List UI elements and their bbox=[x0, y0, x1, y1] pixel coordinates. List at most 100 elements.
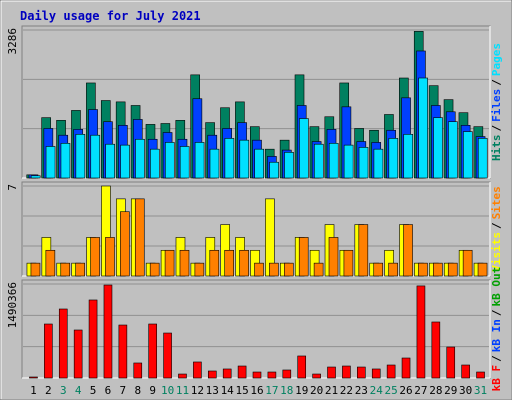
bar bbox=[327, 366, 336, 379]
bar bbox=[194, 262, 205, 277]
bar bbox=[433, 262, 443, 277]
legend-entry: Pages bbox=[490, 43, 503, 76]
bar bbox=[133, 362, 143, 379]
bar bbox=[75, 134, 86, 179]
bar bbox=[120, 211, 130, 277]
x-tick-label: 23 bbox=[355, 384, 368, 397]
bar bbox=[462, 249, 473, 277]
legend-entry: kB Out bbox=[490, 267, 503, 307]
legend-entry: kB In bbox=[490, 319, 503, 352]
bar bbox=[209, 249, 220, 277]
x-tick-label: 26 bbox=[399, 384, 412, 397]
x-tick-label: 27 bbox=[414, 384, 427, 397]
x-tick-label: 24 bbox=[370, 384, 384, 397]
x-tick-label: 18 bbox=[280, 384, 293, 397]
bar bbox=[252, 371, 262, 379]
legend-separator: / bbox=[490, 222, 503, 229]
bar bbox=[371, 368, 381, 379]
bar bbox=[29, 376, 38, 379]
legend-entry: Sites bbox=[490, 186, 503, 219]
bar bbox=[120, 144, 130, 179]
x-tick-label: 9 bbox=[149, 384, 156, 397]
bar bbox=[193, 361, 202, 379]
bar bbox=[60, 143, 71, 179]
bar bbox=[134, 198, 145, 277]
x-tick-label: 16 bbox=[250, 384, 263, 397]
x-tick-label: 3 bbox=[60, 384, 67, 397]
bar bbox=[90, 134, 101, 179]
bar bbox=[401, 357, 411, 379]
bar bbox=[343, 144, 354, 179]
bar bbox=[178, 373, 187, 379]
x-tick-label: 14 bbox=[221, 384, 235, 397]
x-tick-label: 6 bbox=[105, 384, 112, 397]
bar bbox=[90, 237, 100, 277]
bar bbox=[269, 161, 279, 179]
x-tick-label: 31 bbox=[474, 384, 487, 397]
bar bbox=[416, 285, 426, 379]
bar bbox=[403, 224, 413, 277]
legend-entry: Visits bbox=[490, 232, 503, 272]
bar bbox=[284, 152, 294, 179]
bar bbox=[163, 332, 172, 379]
bar bbox=[60, 262, 71, 277]
x-tick-label: 20 bbox=[310, 384, 323, 397]
bar bbox=[254, 148, 264, 179]
bar bbox=[431, 321, 441, 379]
bar bbox=[328, 237, 339, 277]
bar bbox=[461, 364, 470, 379]
bar bbox=[103, 284, 113, 379]
x-tick-label: 1 bbox=[30, 384, 37, 397]
x-tick-label: 21 bbox=[325, 384, 338, 397]
bar bbox=[418, 262, 428, 277]
x-tick-label: 4 bbox=[75, 384, 82, 397]
legend-separator: / bbox=[490, 79, 503, 86]
bar bbox=[45, 146, 56, 179]
bar bbox=[148, 323, 157, 379]
bar bbox=[150, 148, 160, 179]
x-tick-label: 8 bbox=[134, 384, 141, 397]
bar bbox=[179, 249, 190, 277]
x-tick-label: 25 bbox=[385, 384, 398, 397]
bar bbox=[358, 147, 369, 179]
bar bbox=[328, 143, 339, 179]
legend-entry: Files bbox=[490, 89, 503, 122]
bar bbox=[149, 262, 160, 277]
bar bbox=[269, 262, 279, 277]
bar bbox=[312, 373, 321, 379]
bar bbox=[135, 138, 145, 179]
bar bbox=[388, 138, 399, 179]
bar bbox=[298, 237, 309, 277]
x-tick-label: 29 bbox=[444, 384, 457, 397]
bar bbox=[44, 323, 53, 379]
x-tick-label: 13 bbox=[206, 384, 219, 397]
bar bbox=[297, 355, 307, 379]
bar bbox=[299, 118, 309, 179]
bar bbox=[477, 262, 488, 277]
legend: Hits / Files / Pages bbox=[490, 43, 503, 161]
bar bbox=[164, 142, 175, 179]
bar bbox=[476, 371, 485, 379]
x-tick-label: 15 bbox=[235, 384, 248, 397]
bar bbox=[373, 262, 384, 277]
x-tick-label: 28 bbox=[429, 384, 442, 397]
x-tick-label: 19 bbox=[295, 384, 308, 397]
bar bbox=[118, 324, 128, 379]
x-tick-label: 10 bbox=[161, 384, 174, 397]
bar bbox=[342, 365, 351, 379]
x-tick-label: 2 bbox=[45, 384, 52, 397]
bar bbox=[224, 249, 234, 277]
bar bbox=[224, 138, 235, 179]
bar bbox=[313, 262, 324, 277]
x-tick-label: 12 bbox=[191, 384, 204, 397]
bar bbox=[209, 148, 220, 179]
bar bbox=[164, 249, 175, 277]
bar bbox=[88, 299, 98, 379]
bar bbox=[282, 369, 292, 379]
bar bbox=[418, 77, 428, 179]
x-tick-label: 5 bbox=[90, 384, 97, 397]
bar bbox=[207, 370, 217, 379]
bar bbox=[284, 262, 294, 277]
bar bbox=[477, 138, 488, 179]
